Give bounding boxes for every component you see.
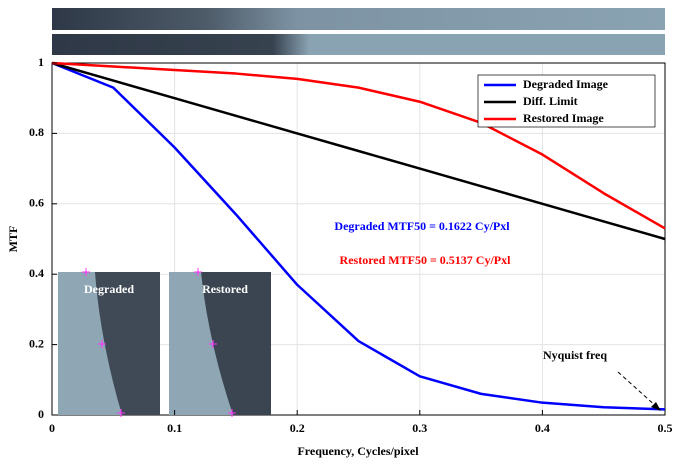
y-tick-label: 0.8	[29, 125, 44, 139]
series-line	[51, 61, 666, 411]
arrow	[617, 371, 659, 409]
x-tick-label: 0.1	[167, 421, 182, 435]
y-axis-label: MTF	[6, 226, 20, 253]
legend-label: Restored Image	[523, 111, 604, 125]
inset-label: Restored	[202, 282, 248, 296]
x-tick-label: 0	[49, 421, 55, 435]
x-axis-label: Frequency, Cycles/pixel	[297, 444, 419, 458]
legend-label: Diff. Limit	[523, 94, 578, 108]
inset-label: Degraded	[84, 282, 134, 296]
y-tick-label: 0.4	[29, 266, 44, 280]
restored-bar	[52, 34, 665, 55]
y-tick-label: 0	[38, 407, 44, 421]
x-tick-label: 0.5	[658, 421, 673, 435]
annotation: Restored MTF50 = 0.5137 Cy/Pxl	[340, 253, 512, 267]
x-tick-label: 0.2	[290, 421, 305, 435]
y-tick-label: 1	[38, 55, 44, 69]
x-tick-label: 0.3	[412, 421, 427, 435]
series-line	[51, 61, 666, 241]
inset: Restored	[169, 268, 271, 417]
arrow-head	[651, 402, 661, 411]
y-tick-label: 0.6	[29, 196, 44, 210]
blur-bar	[52, 8, 665, 30]
series-line	[51, 61, 666, 230]
annotation: Nyquist freq	[543, 348, 607, 362]
inset: Degraded	[58, 268, 160, 417]
annotation: Degraded MTF50 = 0.1622 Cy/Pxl	[334, 219, 510, 233]
legend-label: Degraded Image	[523, 77, 609, 91]
y-tick-label: 0.2	[29, 336, 44, 350]
x-tick-label: 0.4	[535, 421, 550, 435]
